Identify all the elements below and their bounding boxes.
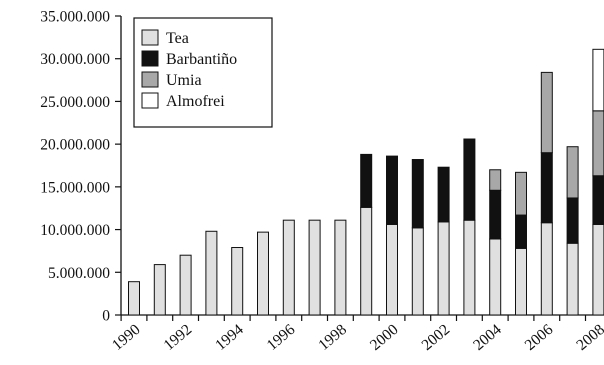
bar-1991-series-0 [153, 264, 166, 316]
bar-2001-series-0 [411, 227, 424, 316]
bar-1990-series-0 [128, 281, 140, 316]
bar-2007-series-2 [566, 146, 579, 199]
bar-2002-series-0 [437, 221, 450, 316]
y-axis: 0 5.000.000 10.000.000 15.000.000 20.000.000… [40, 9, 122, 325]
legend-swatch [141, 92, 159, 109]
bar-1999-series-1 [360, 153, 373, 208]
bar-2002-series-1 [437, 166, 450, 223]
y-tick-label: 10.000.000 [40, 222, 110, 239]
y-tick-label: 20.000.000 [40, 137, 110, 154]
bar-1993-series-0 [205, 230, 218, 316]
legend-label: Umia [166, 72, 202, 89]
bar-1992-series-0 [179, 254, 192, 316]
bar-1999-series-0 [360, 206, 373, 316]
bar-2001-series-1 [411, 159, 424, 229]
x-tick-label: 2008 [573, 321, 604, 354]
bar-2005-series-2 [515, 171, 527, 216]
bar-2008-series-3 [592, 48, 604, 112]
x-tick-label: 1990 [109, 321, 144, 354]
bar-1997-series-0 [308, 219, 321, 316]
bar-1998-series-0 [334, 219, 347, 316]
legend-swatch [141, 71, 159, 88]
bar-2006-series-0 [540, 222, 553, 316]
y-tick-label: 15.000.000 [40, 179, 110, 196]
bar-2000-series-1 [386, 155, 398, 225]
bar-1994-series-0 [231, 247, 244, 316]
x-tick-label: 2000 [367, 321, 402, 354]
bar-2005-series-0 [515, 247, 527, 316]
y-tick-label: 5.000.000 [48, 265, 110, 282]
x-tick-label: 1996 [264, 321, 299, 354]
legend-swatch [141, 50, 159, 67]
bar-2006-series-2 [540, 71, 553, 154]
legend: Tea Barbantiño Umia Almofrei [133, 17, 273, 128]
y-tick-label: 25.000.000 [40, 94, 110, 111]
bar-2003-series-1 [463, 138, 476, 221]
x-tick-label: 1994 [212, 321, 247, 354]
x-tick-label: 2006 [522, 321, 557, 354]
bar-2004-series-2 [489, 169, 502, 191]
legend-swatch [141, 29, 159, 46]
bar-2008-series-2 [592, 110, 604, 177]
bar-2004-series-0 [489, 238, 502, 316]
legend-label: Barbantiño [166, 51, 237, 68]
bars [128, 48, 604, 316]
bar-2008-series-1 [592, 175, 604, 225]
x-tick-label: 2002 [418, 321, 453, 354]
y-tick-label: 0 [102, 308, 110, 325]
bar-2006-series-1 [540, 152, 553, 224]
x-tick-label: 1992 [160, 321, 195, 354]
bar-2007-series-1 [566, 197, 579, 244]
x-axis: 1990 1992 1994 1996 1998 2000 2002 2004 2006 2008 [109, 314, 604, 354]
bar-1996-series-0 [282, 219, 295, 316]
bar-2008-series-0 [592, 223, 604, 316]
y-tick-label: 30.000.000 [40, 51, 110, 68]
legend-label: Almofrei [166, 93, 225, 110]
bar-2003-series-0 [463, 219, 476, 316]
legend-label: Tea [166, 30, 189, 47]
bar-2004-series-1 [489, 189, 502, 240]
bar-2007-series-0 [566, 242, 579, 316]
x-tick-label: 1998 [315, 321, 350, 354]
bar-2000-series-0 [386, 223, 398, 316]
y-tick-label: 35.000.000 [40, 9, 110, 26]
bar-1995-series-0 [257, 231, 269, 316]
x-tick-label: 2004 [470, 321, 505, 354]
bar-2005-series-1 [515, 214, 527, 249]
